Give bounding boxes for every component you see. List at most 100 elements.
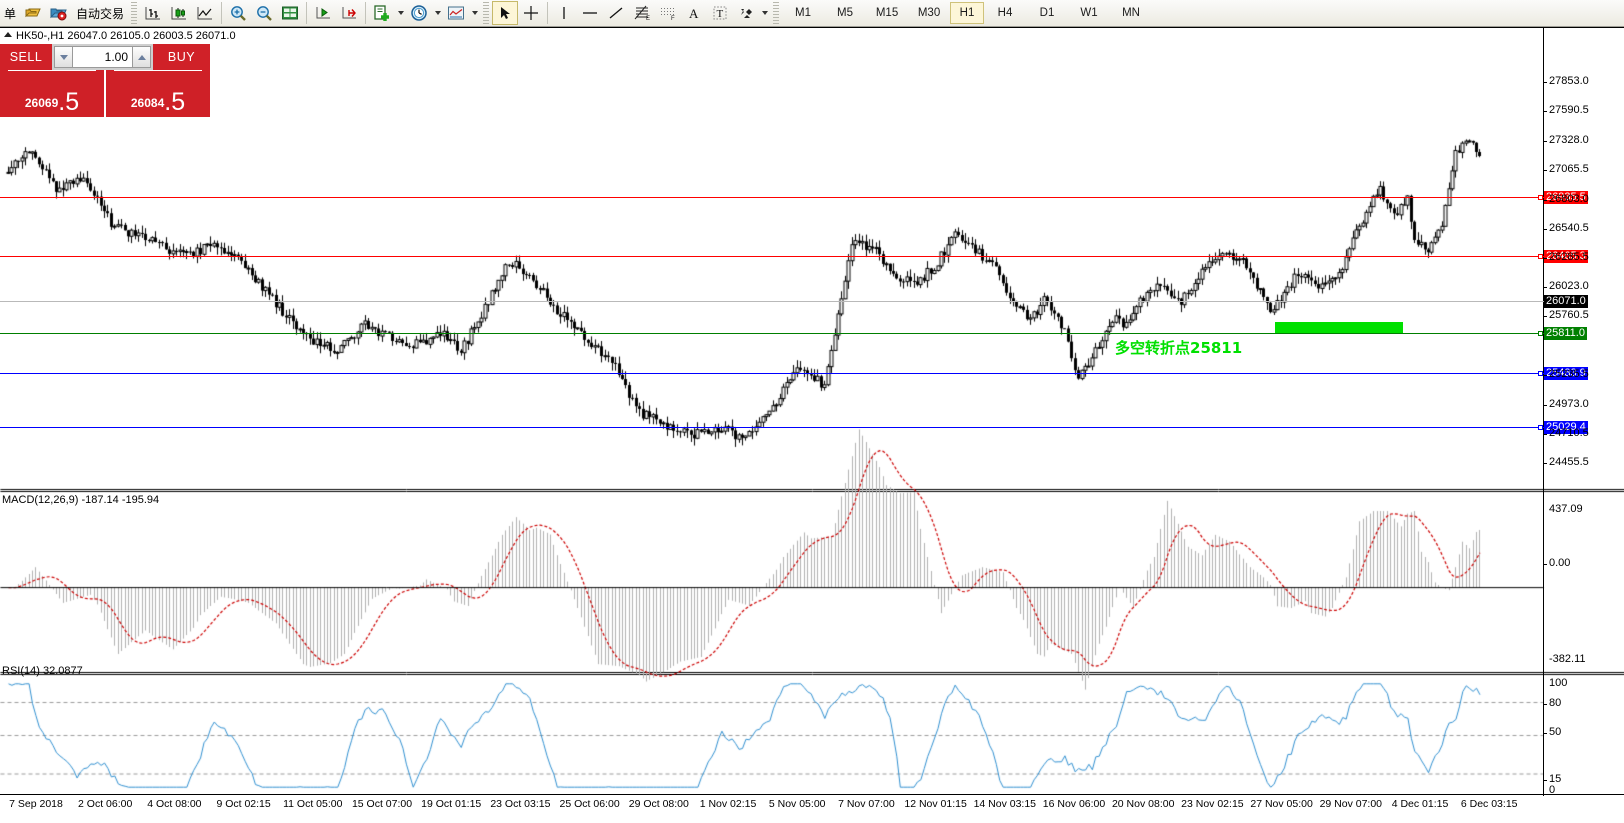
toolbar-separator	[306, 2, 308, 24]
price-chart-canvas[interactable]	[0, 28, 1624, 823]
period-dropdown-caret-icon[interactable]	[432, 1, 443, 25]
volume-stepper[interactable]: 1.00	[52, 44, 153, 70]
fibonacci-icon[interactable]: E	[629, 1, 655, 25]
autotrade-label[interactable]: 自动交易	[76, 6, 125, 21]
hline-icon[interactable]	[577, 1, 603, 25]
time-axis-label: 5 Nov 05:00	[768, 798, 826, 810]
axis-tick-label: 100	[1549, 677, 1568, 689]
price-level-tag: 25483.9	[1544, 367, 1588, 380]
axis-tick-label: 25760.5	[1544, 309, 1589, 322]
sell-price-box[interactable]: 26069 .5	[0, 70, 104, 117]
toolbar-grip[interactable]	[131, 2, 138, 24]
price-level-handle[interactable]	[1538, 195, 1543, 200]
price-level-line[interactable]	[0, 301, 1544, 302]
folder-icon[interactable]	[20, 1, 46, 25]
volume-decrease-icon[interactable]	[54, 46, 73, 68]
time-axis-label: 15 Oct 07:00	[351, 798, 413, 810]
axis-tick-label: 27590.5	[1544, 104, 1589, 117]
objects-icon[interactable]	[733, 1, 759, 25]
toolbar-separator	[365, 2, 367, 24]
axis-tick-label: 80	[1543, 697, 1562, 709]
text-icon[interactable]: T	[707, 1, 733, 25]
axis-tick-label: 26803.0	[1544, 192, 1589, 205]
autotrade-robot-icon[interactable]	[46, 1, 72, 25]
buy-price-box[interactable]: 26084 .5	[104, 70, 210, 117]
trendline-icon[interactable]	[603, 1, 629, 25]
price-level-line[interactable]	[0, 197, 1544, 198]
axis-tick-label: 27328.0	[1544, 133, 1589, 146]
objects-dropdown-caret-icon[interactable]	[759, 1, 770, 25]
annotation-green-rectangle[interactable]	[1275, 322, 1403, 333]
svg-text:A: A	[689, 6, 699, 21]
buy-button[interactable]: BUY	[153, 44, 210, 70]
chart-shift-icon[interactable]	[310, 1, 336, 25]
volume-increase-icon[interactable]	[132, 46, 151, 68]
toolbar-grip[interactable]	[773, 2, 780, 24]
axis-tick-label: -382.11	[1549, 653, 1586, 665]
timeframe-mn[interactable]: MN	[1122, 7, 1140, 19]
new-order-dropdown-caret-icon[interactable]	[395, 1, 406, 25]
toolbar-separator	[221, 2, 223, 24]
vline-icon[interactable]	[551, 1, 577, 25]
new-order-icon[interactable]	[369, 1, 395, 25]
price-level-handle[interactable]	[1538, 371, 1543, 376]
buy-price-decimal: .5	[164, 88, 186, 116]
timeframe-m1[interactable]: M1	[795, 7, 812, 19]
crosshair-icon[interactable]	[518, 1, 544, 25]
text-label-icon[interactable]: A	[681, 1, 707, 25]
indicators-icon[interactable]	[443, 1, 469, 25]
axis-tick-label: 26023.0	[1544, 280, 1589, 293]
price-level-line[interactable]	[0, 373, 1544, 374]
time-axis-label: 16 Nov 06:00	[1042, 798, 1106, 810]
toolbar-grip[interactable]	[483, 2, 490, 24]
chart-menu-triangle-icon[interactable]	[4, 32, 12, 37]
time-axis-line	[0, 794, 1624, 795]
price-level-tag: 25029.4	[1544, 421, 1588, 434]
chart-area[interactable]: HK50-,H1 26047.0 26105.0 26003.5 26071.0…	[0, 27, 1624, 823]
timeframe-d1[interactable]: D1	[1039, 7, 1055, 19]
axis-tick-label: 50	[1543, 726, 1562, 738]
price-level-line[interactable]	[0, 427, 1544, 428]
data-window-icon[interactable]	[277, 1, 303, 25]
time-axis-label: 9 Oct 02:15	[216, 798, 271, 810]
price-level-handle[interactable]	[1538, 425, 1543, 430]
time-axis-label: 12 Nov 01:15	[904, 798, 967, 810]
bar-chart-icon[interactable]	[140, 1, 166, 25]
price-level-line[interactable]	[0, 256, 1544, 257]
price-level-tag: 25811.0	[1544, 327, 1587, 340]
cursor-icon[interactable]	[492, 1, 519, 25]
toolbar-separator	[547, 2, 549, 24]
auto-scroll-icon[interactable]	[336, 1, 362, 25]
sell-button[interactable]: SELL	[0, 44, 52, 70]
zoom-in-icon[interactable]	[225, 1, 251, 25]
axis-tick-label: 27853.0	[1544, 75, 1589, 88]
equidistant-channel-icon[interactable]: F	[655, 1, 681, 25]
timeframe-h1[interactable]: H1	[950, 2, 985, 24]
timeframe-h4[interactable]: H4	[997, 7, 1013, 19]
time-axis-label: 29 Oct 08:00	[628, 798, 689, 810]
axis-tick-label: 26540.5	[1544, 222, 1589, 235]
sell-price-decimal: .5	[58, 88, 80, 116]
timeframe-w1[interactable]: W1	[1080, 7, 1098, 19]
chart-annotation-text[interactable]: 多空转折点25811	[1115, 339, 1243, 357]
candlestick-chart-icon[interactable]	[166, 1, 192, 25]
price-level-handle[interactable]	[1538, 254, 1543, 259]
time-axis-label: 23 Oct 03:15	[490, 798, 551, 810]
line-chart-icon[interactable]	[192, 1, 218, 25]
timeframe-m15[interactable]: M15	[875, 7, 899, 19]
zoom-out-icon[interactable]	[251, 1, 277, 25]
volume-input[interactable]: 1.00	[73, 46, 132, 68]
price-level-handle[interactable]	[1538, 331, 1543, 336]
time-axis-label: 14 Nov 03:15	[973, 798, 1037, 810]
price-level-tag: 26935.5	[1544, 191, 1588, 204]
indicators-dropdown-caret-icon[interactable]	[469, 1, 480, 25]
price-level-line[interactable]	[0, 333, 1544, 334]
main-toolbar: 单 自动交易	[0, 0, 1624, 27]
time-axis-label: 27 Nov 05:00	[1250, 798, 1313, 810]
timeframe-m30[interactable]: M30	[917, 7, 941, 19]
period-clock-icon[interactable]	[406, 1, 432, 25]
time-axis-label: 11 Oct 05:00	[283, 798, 343, 810]
timeframe-m5[interactable]: M5	[837, 7, 854, 19]
one-click-trading-panel[interactable]: SELL 1.00 BUY 26069 .5 26084 .5	[0, 44, 210, 117]
